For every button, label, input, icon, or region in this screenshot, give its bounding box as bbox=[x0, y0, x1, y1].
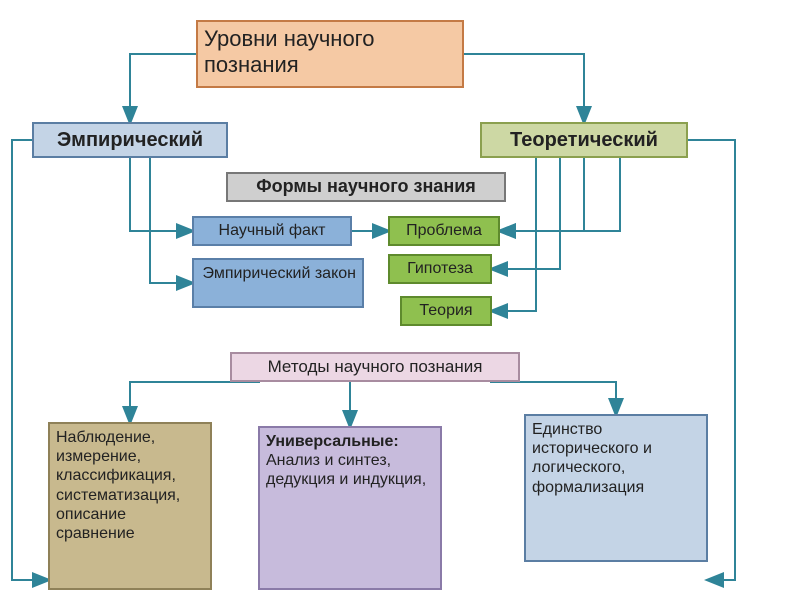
node-universal-rest: Анализ и синтез, дедукция и индукция, bbox=[266, 452, 426, 488]
node-observation-label: Наблюдение, измерение, классификация, си… bbox=[56, 428, 204, 543]
node-observation: Наблюдение, измерение, классификация, си… bbox=[48, 422, 212, 590]
node-forms-label: Формы научного знания bbox=[256, 176, 476, 198]
node-title: Уровни научного познания bbox=[196, 20, 464, 88]
node-methods-label: Методы научного познания bbox=[268, 357, 483, 377]
node-forms: Формы научного знания bbox=[226, 172, 506, 202]
node-empirical: Эмпирический bbox=[32, 122, 228, 158]
node-methods: Методы научного познания bbox=[230, 352, 520, 382]
node-theory: Теория bbox=[400, 296, 492, 326]
node-fact: Научный факт bbox=[192, 216, 352, 246]
node-law: Эмпирический закон bbox=[192, 258, 364, 308]
node-universal: Универсальные: Анализ и синтез, дедукция… bbox=[258, 426, 442, 590]
node-empirical-label: Эмпирический bbox=[57, 128, 203, 152]
node-theory-label: Теория bbox=[419, 301, 472, 320]
node-hypothesis-label: Гипотеза bbox=[407, 259, 473, 278]
node-universal-bold: Универсальные: bbox=[266, 433, 399, 450]
node-fact-label: Научный факт bbox=[219, 221, 326, 240]
node-law-label: Эмпирический закон bbox=[203, 264, 356, 283]
node-unity: Единство исторического и логического, фо… bbox=[524, 414, 708, 562]
node-hypothesis: Гипотеза bbox=[388, 254, 492, 284]
node-theoretical-label: Теоретический bbox=[510, 128, 658, 152]
node-title-label: Уровни научного познания bbox=[204, 26, 456, 79]
node-theoretical: Теоретический bbox=[480, 122, 688, 158]
node-problem: Проблема bbox=[388, 216, 500, 246]
node-problem-label: Проблема bbox=[406, 221, 482, 240]
node-unity-label: Единство исторического и логического, фо… bbox=[532, 420, 700, 497]
